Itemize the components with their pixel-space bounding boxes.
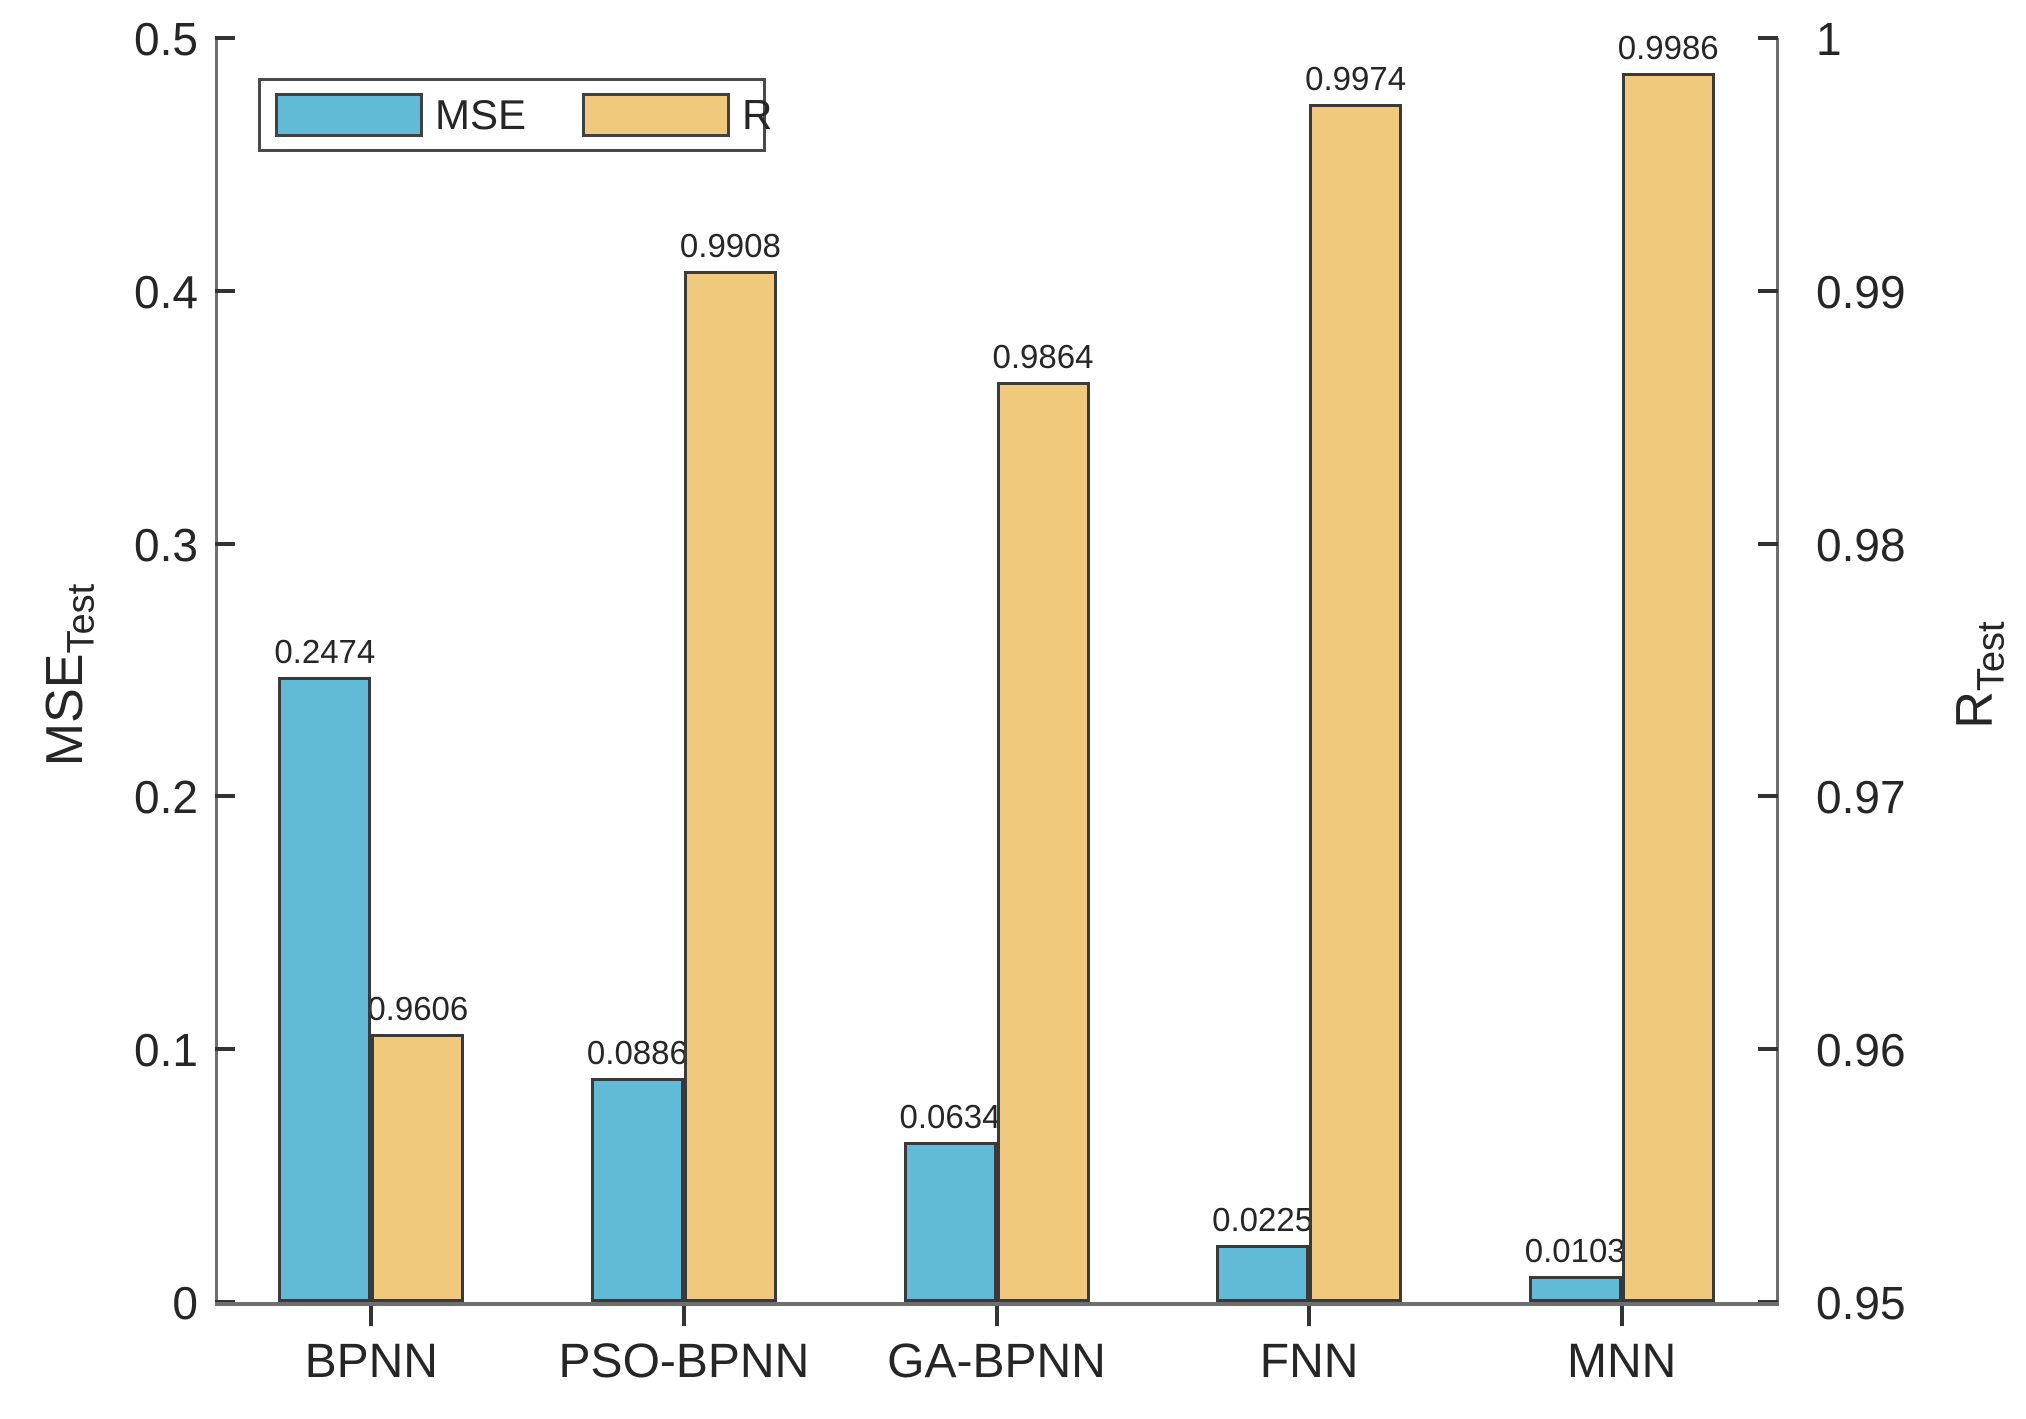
legend-swatch-mse xyxy=(275,93,423,137)
x-axis-label-pso-bpnn: PSO-BPNN xyxy=(558,1335,810,1388)
bar-value-label: 0.0225 xyxy=(1212,1201,1314,1238)
left-axis-title: MSETest xyxy=(36,583,103,767)
right-axis-tick xyxy=(1758,288,1778,293)
bar-r-pso-bpnn xyxy=(683,271,777,1302)
bar-value-label: 0.0103 xyxy=(1524,1232,1626,1269)
legend-swatch-r xyxy=(582,93,731,137)
bar-mse-pso-bpnn xyxy=(590,1078,684,1302)
right-axis-tick-label: 1 xyxy=(1816,13,1842,65)
bar-r-fnn xyxy=(1309,104,1403,1302)
bar-value-label: 0.2474 xyxy=(274,633,376,670)
left-axis-tick-label: 0.3 xyxy=(134,518,198,571)
right-axis-tick-label: 0.98 xyxy=(1816,518,1906,571)
bar-value-label: 0.9986 xyxy=(1617,29,1719,66)
x-axis-tick xyxy=(1619,1302,1624,1326)
right-axis-tick-label: 0.97 xyxy=(1816,771,1906,824)
legend-label-mse: MSE xyxy=(435,91,527,138)
x-axis-tick xyxy=(994,1302,999,1326)
left-axis-tick xyxy=(215,794,235,799)
bar-r-mnn xyxy=(1621,73,1715,1302)
right-axis-tick-label: 0.96 xyxy=(1816,1024,1906,1077)
bar-r-bpnn xyxy=(371,1034,465,1302)
legend-label-r: R xyxy=(742,91,773,138)
bar-mse-fnn xyxy=(1216,1245,1310,1302)
bar-mse-mnn xyxy=(1528,1276,1622,1302)
bar-mse-bpnn xyxy=(278,677,372,1302)
left-axis-tick-label: 0.2 xyxy=(134,771,198,824)
bar-value-label: 0.9974 xyxy=(1305,60,1407,97)
right-axis-line xyxy=(1776,38,1779,1305)
bar-value-label: 0.9606 xyxy=(367,990,469,1027)
x-axis-label-ga-bpnn: GA-BPNN xyxy=(887,1335,1106,1388)
x-axis-tick xyxy=(1307,1302,1312,1326)
left-axis-tick-label: 0.1 xyxy=(134,1024,198,1077)
bar-value-label: 0.0634 xyxy=(899,1098,1001,1135)
left-axis-tick xyxy=(215,288,235,293)
x-axis-label-mnn: MNN xyxy=(1567,1335,1677,1388)
bar-value-label: 0.9908 xyxy=(679,227,781,264)
left-axis-line xyxy=(215,38,218,1305)
right-axis-tick xyxy=(1758,794,1778,799)
bar-value-label: 0.0886 xyxy=(586,1034,688,1071)
right-axis-tick xyxy=(1758,36,1778,40)
x-axis-label-fnn: FNN xyxy=(1259,1335,1359,1388)
right-axis-tick-label: 0.99 xyxy=(1816,265,1906,318)
x-axis-label-bpnn: BPNN xyxy=(304,1335,438,1388)
right-axis-title: RTest xyxy=(1946,621,2013,729)
bar-mse-ga-bpnn xyxy=(903,1142,997,1302)
right-axis-tick-label: 0.95 xyxy=(1816,1277,1906,1329)
x-axis-tick xyxy=(681,1302,686,1326)
left-axis-tick xyxy=(215,1047,235,1052)
x-axis-line xyxy=(215,1302,1779,1306)
left-axis-tick-label: 0.4 xyxy=(134,265,198,318)
bar-value-label: 0.9864 xyxy=(992,338,1094,375)
left-axis-tick-label: 0 xyxy=(172,1277,198,1329)
bar-r-ga-bpnn xyxy=(996,382,1090,1302)
left-axis-tick xyxy=(215,541,235,546)
x-axis-tick xyxy=(369,1302,374,1326)
right-axis-tick xyxy=(1758,541,1778,546)
right-axis-tick xyxy=(1758,1047,1778,1052)
left-axis-tick-label: 0.5 xyxy=(134,13,198,65)
legend: MSE R xyxy=(258,78,772,152)
left-axis-tick xyxy=(215,36,235,40)
